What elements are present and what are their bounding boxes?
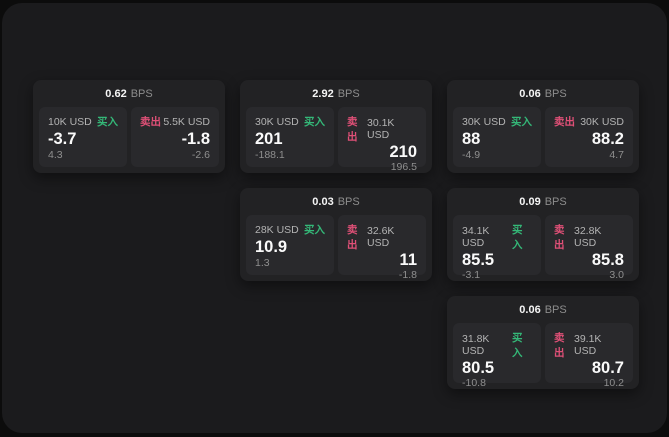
sell-amount: 30.1K USD <box>366 117 395 141</box>
buy-tag: 买入 <box>97 116 118 128</box>
buy-tag: 买入 <box>512 332 523 359</box>
sell-delta: -2.6 <box>191 149 210 161</box>
buy-tag: 买入 <box>304 116 325 128</box>
quote-card-3: 0.06 BPS 30K USD 买入 88 -4.9 卖出 30K USD <box>447 80 639 173</box>
sell-delta: -1.8 <box>398 268 417 281</box>
sell-price: 210 <box>389 143 417 161</box>
bps-header: 0.06 BPS <box>447 296 639 323</box>
buy-price: 80.5 <box>462 359 495 377</box>
buy-amount: 10K USD <box>48 115 92 128</box>
sell-tag: 卖出 <box>347 116 358 143</box>
bps-unit-label: BPS <box>544 87 567 100</box>
buy-tag: 买入 <box>511 116 532 128</box>
buy-delta: -4.9 <box>462 149 481 161</box>
sell-panel[interactable]: 卖出 30K USD 88.2 4.7 <box>545 107 633 167</box>
buy-price: 10.9 <box>255 237 288 256</box>
buy-delta: -188.1 <box>255 149 285 161</box>
buy-price: 201 <box>255 129 283 148</box>
sell-amount: 30K USD <box>580 115 624 128</box>
buy-price: 88 <box>462 129 481 148</box>
buy-delta: 4.3 <box>48 149 63 161</box>
app-window: 0.62 BPS 10K USD 买入 -3.7 4.3 卖出 5.5K USD <box>2 3 667 433</box>
bps-unit-label: BPS <box>544 303 567 316</box>
buy-price: -3.7 <box>48 129 77 148</box>
bps-header: 0.06 BPS <box>447 80 639 107</box>
buy-delta: 1.3 <box>255 257 270 269</box>
sell-amount: 39.1K USD <box>573 333 602 357</box>
sell-panel[interactable]: 卖出 30.1K USD 210 196.5 <box>338 107 426 173</box>
bps-value: 0.62 <box>105 87 127 100</box>
buy-amount: 30K USD <box>255 115 299 128</box>
sell-delta: 4.7 <box>609 149 624 161</box>
sell-panel[interactable]: 卖出 32.6K USD 11 -1.8 <box>338 215 426 281</box>
sell-delta: 10.2 <box>603 376 624 389</box>
quote-card-4: 0.03 BPS 28K USD 买入 10.9 1.3 卖出 32.6K US… <box>240 188 432 281</box>
bps-value: 0.06 <box>519 303 541 316</box>
sell-price: 80.7 <box>591 359 624 377</box>
bps-unit-label: BPS <box>130 87 153 100</box>
sell-amount: 32.8K USD <box>573 225 602 249</box>
sell-panel[interactable]: 卖出 5.5K USD -1.8 -2.6 <box>131 107 219 167</box>
quote-card-1: 0.62 BPS 10K USD 买入 -3.7 4.3 卖出 5.5K USD <box>33 80 225 173</box>
buy-panel[interactable]: 34.1K USD 买入 85.5 -3.1 <box>453 215 541 281</box>
sell-price: -1.8 <box>181 129 210 148</box>
bps-value: 0.09 <box>519 195 541 208</box>
sell-amount: 32.6K USD <box>366 225 395 249</box>
sell-tag: 卖出 <box>554 116 575 128</box>
sell-tag: 卖出 <box>347 224 358 251</box>
bps-unit-label: BPS <box>544 195 567 208</box>
sell-delta: 196.5 <box>390 160 417 173</box>
buy-amount: 28K USD <box>255 223 299 236</box>
quote-card-5: 0.09 BPS 34.1K USD 买入 85.5 -3.1 卖出 32.8K… <box>447 188 639 281</box>
sell-panel[interactable]: 卖出 32.8K USD 85.8 3.0 <box>545 215 633 281</box>
buy-panel[interactable]: 28K USD 买入 10.9 1.3 <box>246 215 334 275</box>
bps-header: 0.03 BPS <box>240 188 432 215</box>
buy-panel[interactable]: 31.8K USD 买入 80.5 -10.8 <box>453 323 541 389</box>
sell-tag: 卖出 <box>554 332 565 359</box>
sell-panel[interactable]: 卖出 39.1K USD 80.7 10.2 <box>545 323 633 389</box>
bps-value: 2.92 <box>312 87 334 100</box>
sell-price: 11 <box>399 251 417 269</box>
buy-price: 85.5 <box>462 251 495 269</box>
sell-tag: 卖出 <box>554 224 565 251</box>
buy-delta: -3.1 <box>462 268 481 281</box>
bps-unit-label: BPS <box>337 87 360 100</box>
quote-card-6: 0.06 BPS 31.8K USD 买入 80.5 -10.8 卖出 39.1… <box>447 296 639 389</box>
buy-panel[interactable]: 30K USD 买入 201 -188.1 <box>246 107 334 167</box>
buy-amount: 34.1K USD <box>462 225 490 249</box>
buy-amount: 31.8K USD <box>462 333 490 357</box>
buy-amount: 30K USD <box>462 115 506 128</box>
bps-header: 0.09 BPS <box>447 188 639 215</box>
bps-header: 0.62 BPS <box>33 80 225 107</box>
bps-value: 0.06 <box>519 87 541 100</box>
bps-header: 2.92 BPS <box>240 80 432 107</box>
sell-delta: 3.0 <box>609 268 624 281</box>
quote-card-2: 2.92 BPS 30K USD 买入 201 -188.1 卖出 30.1K … <box>240 80 432 173</box>
buy-panel[interactable]: 10K USD 买入 -3.7 4.3 <box>39 107 127 167</box>
buy-tag: 买入 <box>512 224 523 251</box>
sell-price: 88.2 <box>591 129 624 148</box>
bps-unit-label: BPS <box>337 195 360 208</box>
bps-value: 0.03 <box>312 195 334 208</box>
buy-tag: 买入 <box>304 224 325 236</box>
sell-price: 85.8 <box>591 251 624 269</box>
buy-panel[interactable]: 30K USD 买入 88 -4.9 <box>453 107 541 167</box>
sell-amount: 5.5K USD <box>163 115 210 128</box>
sell-tag: 卖出 <box>140 116 161 128</box>
buy-delta: -10.8 <box>462 376 486 389</box>
